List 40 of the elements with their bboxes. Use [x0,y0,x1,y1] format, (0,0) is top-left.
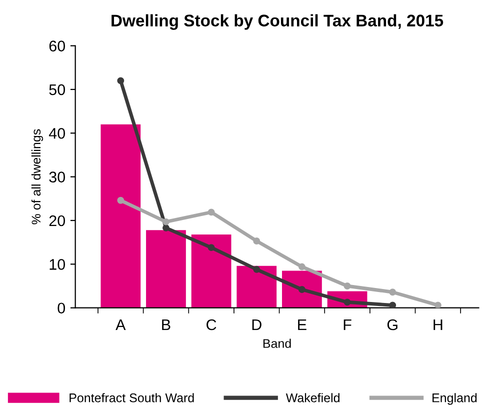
x-tick-label: B [162,320,170,330]
y-tick-label: 30 [49,172,66,182]
legend-label: Wakefield [286,393,340,402]
point [117,77,124,84]
x-tick-label: D [252,320,262,330]
y-tick-label: 40 [48,128,66,139]
x-tick-label: F [344,320,352,330]
y-tick-label: 0 [58,302,66,314]
chart-title: Dwelling Stock by Council Tax Band, 2015 [112,14,444,30]
x-axis-title: Band [263,338,291,348]
y-tick-label: 50 [49,84,66,96]
x-tick-label: E [298,320,306,330]
point [253,266,260,273]
point [117,196,124,204]
point [389,302,396,308]
point [389,288,396,296]
x-tick-label: H [434,320,442,330]
legend-label: England [432,393,477,405]
x-tick-label: C [206,319,216,330]
bar [100,124,141,308]
y-axis-title: % of all dwellings [31,129,44,224]
bar [146,230,186,308]
point [162,224,170,232]
y-tick-label: 60 [49,40,66,52]
point [434,302,442,308]
bar [236,266,277,308]
point [298,286,306,293]
point [298,263,306,270]
point [208,208,215,216]
point [208,244,215,252]
y-tick-label: 10 [50,259,66,270]
legend-label: Pontefract South Ward [70,393,194,402]
point [344,298,351,306]
x-tick-label: G [387,319,398,330]
bar [191,234,232,308]
point [253,238,260,244]
point [344,282,351,290]
point [162,218,170,226]
y-tick-label: 20 [49,215,66,226]
x-tick-label: A [116,320,126,330]
